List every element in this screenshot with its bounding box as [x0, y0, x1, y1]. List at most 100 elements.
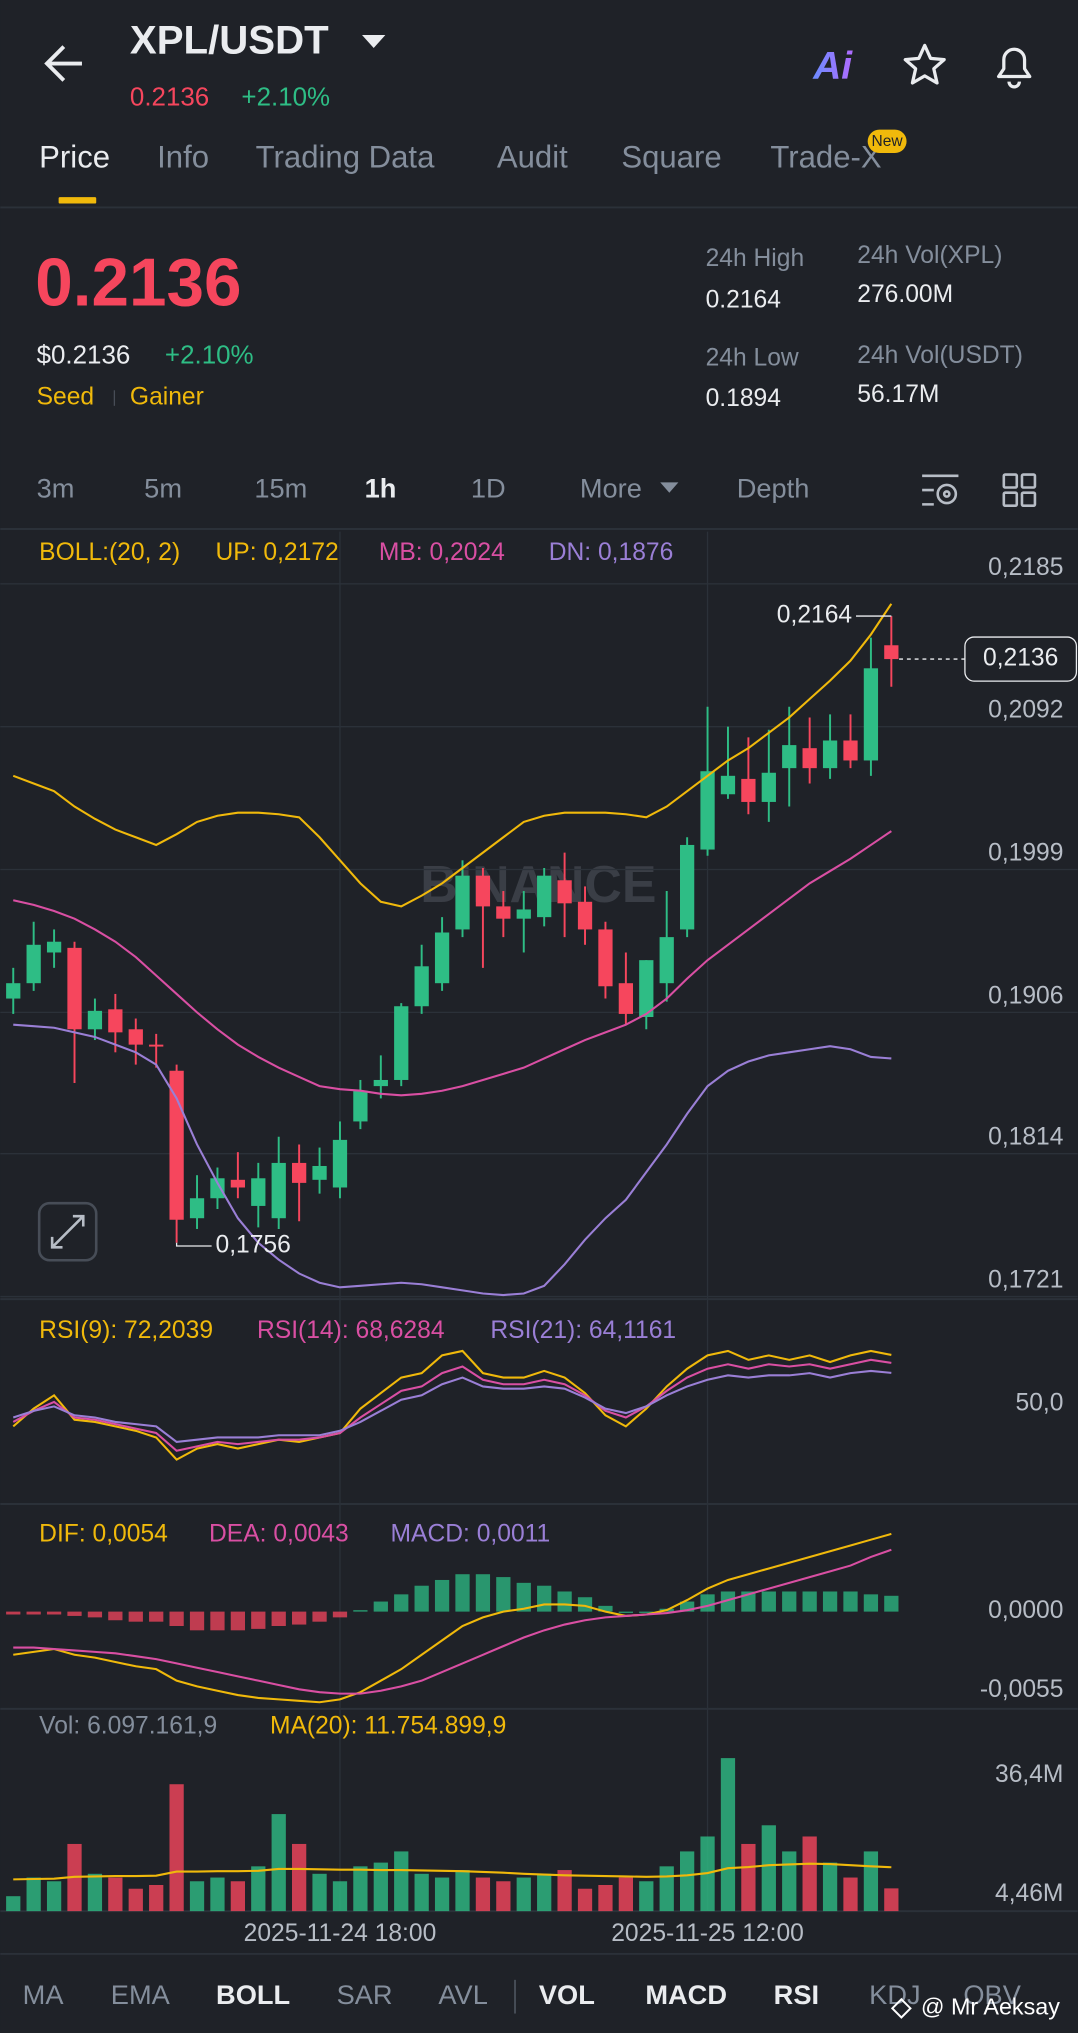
- macd-bar: [475, 1574, 491, 1612]
- indicator-option[interactable]: VOL: [539, 1979, 595, 2010]
- tab[interactable]: Square: [621, 140, 721, 175]
- macd-bar: [394, 1594, 409, 1612]
- candle-body: [414, 966, 429, 1007]
- volume-bar: [843, 1877, 858, 1912]
- volume-bar: [6, 1896, 21, 1912]
- pair-caret[interactable]: [362, 35, 386, 48]
- last-price-label: 0,2136: [983, 645, 1058, 672]
- new-badge: [867, 129, 907, 153]
- volume-bar: [373, 1862, 388, 1912]
- candle-body: [782, 745, 797, 769]
- layout-button[interactable]: [1002, 473, 1037, 507]
- tab[interactable]: Audit: [497, 140, 568, 175]
- indicator-option[interactable]: BOLL: [216, 1979, 290, 2010]
- volume-bar: [537, 1873, 552, 1912]
- volume-bar: [720, 1758, 736, 1912]
- y-tick-label: 0,2185: [988, 554, 1063, 581]
- candle-body: [149, 1044, 164, 1047]
- tag[interactable]: Gainer: [130, 384, 204, 411]
- macd-bar: [108, 1611, 123, 1621]
- interval-option[interactable]: Depth: [737, 472, 810, 503]
- candle-body: [394, 1006, 409, 1080]
- volume-bar: [46, 1881, 62, 1912]
- macd-bar: [720, 1591, 736, 1612]
- macd-bar: [700, 1594, 715, 1612]
- macd-bar: [169, 1611, 184, 1626]
- rsi-line: [12, 1358, 892, 1452]
- indicator-option[interactable]: EMA: [111, 1979, 171, 2010]
- macd-line: [13, 1532, 892, 1704]
- tab[interactable]: Info: [157, 140, 209, 175]
- candle-body: [659, 937, 674, 984]
- candle-body: [46, 941, 62, 953]
- macd-bar: [434, 1579, 450, 1612]
- tab[interactable]: Trading Data: [256, 140, 435, 175]
- volume-bar: [802, 1836, 817, 1912]
- candle-body: [700, 771, 715, 850]
- interval-option[interactable]: 1D: [471, 472, 506, 503]
- y-tick-label: 0,2092: [988, 697, 1063, 724]
- candle-body: [577, 901, 593, 930]
- rsi-line: [12, 1349, 892, 1461]
- candle-body: [87, 1010, 103, 1030]
- volume-bar: [26, 1877, 41, 1912]
- indicator-option[interactable]: RSI: [774, 1979, 819, 2010]
- volume-bar: [741, 1843, 756, 1912]
- interval-option[interactable]: 5m: [144, 472, 182, 503]
- macd-bar: [67, 1611, 82, 1616]
- macd-bar: [680, 1601, 695, 1612]
- interval-option[interactable]: 15m: [254, 472, 307, 503]
- boll-line: [12, 603, 893, 908]
- candle-body: [292, 1162, 307, 1183]
- back-button[interactable]: [44, 45, 82, 82]
- candle-body: [455, 875, 470, 930]
- macd-bar: [863, 1594, 879, 1612]
- stat-label: 24h High: [706, 245, 805, 272]
- fullscreen-button[interactable]: [37, 1201, 98, 1262]
- volume-bar: [128, 1888, 143, 1912]
- y-tick-label: -0,0055: [980, 1676, 1064, 1703]
- x-tick-label: 2025-11-25 12:00: [611, 1920, 804, 1947]
- rsi-line: [12, 1369, 892, 1443]
- favorite-button[interactable]: [903, 43, 946, 85]
- volume-bar: [598, 1884, 613, 1912]
- interval-option[interactable]: 1h: [365, 472, 397, 503]
- header-change: +2.10%: [241, 83, 330, 111]
- tag[interactable]: Seed: [37, 384, 95, 411]
- volume-bar: [822, 1862, 838, 1912]
- candle-body: [434, 932, 450, 984]
- volume-bar: [87, 1873, 103, 1912]
- indicator-legend: RSI(14): 68,6284: [257, 1317, 445, 1344]
- tab[interactable]: Price: [39, 140, 110, 175]
- volume-bar: [577, 1888, 593, 1912]
- pair-title[interactable]: XPL/USDT: [130, 17, 329, 62]
- indicator-option[interactable]: SAR: [337, 1979, 393, 2010]
- more-caret[interactable]: [660, 482, 679, 493]
- macd-bar: [271, 1611, 286, 1626]
- settings-button[interactable]: [922, 474, 959, 506]
- volume-bar: [149, 1884, 164, 1912]
- tab[interactable]: Trade-X: [770, 140, 881, 175]
- stat-label: 24h Low: [706, 345, 799, 372]
- low-marker: [175, 1242, 212, 1247]
- candle-body: [557, 880, 572, 904]
- macd-bar: [843, 1591, 858, 1612]
- indicator-option[interactable]: MA: [23, 1979, 65, 2010]
- macd-bar: [414, 1585, 429, 1612]
- ai-button[interactable]: Ai: [812, 45, 853, 88]
- volume-bar: [475, 1877, 491, 1912]
- candle-body: [537, 875, 552, 918]
- stat-label: 24h Vol(XPL): [857, 242, 1002, 269]
- candle-body: [67, 947, 82, 1030]
- volume-bar: [394, 1851, 409, 1912]
- candle-body: [210, 1178, 225, 1199]
- interval-option[interactable]: 3m: [37, 472, 75, 503]
- indicator-legend: DEA: 0,0043: [209, 1521, 349, 1548]
- candle-body: [353, 1090, 368, 1122]
- indicator-option[interactable]: MACD: [645, 1979, 727, 2010]
- interval-option[interactable]: More: [580, 472, 642, 503]
- alert-button[interactable]: [997, 47, 1032, 89]
- indicator-option[interactable]: OBV: [963, 1979, 1021, 2010]
- indicator-option[interactable]: AVL: [438, 1979, 487, 2010]
